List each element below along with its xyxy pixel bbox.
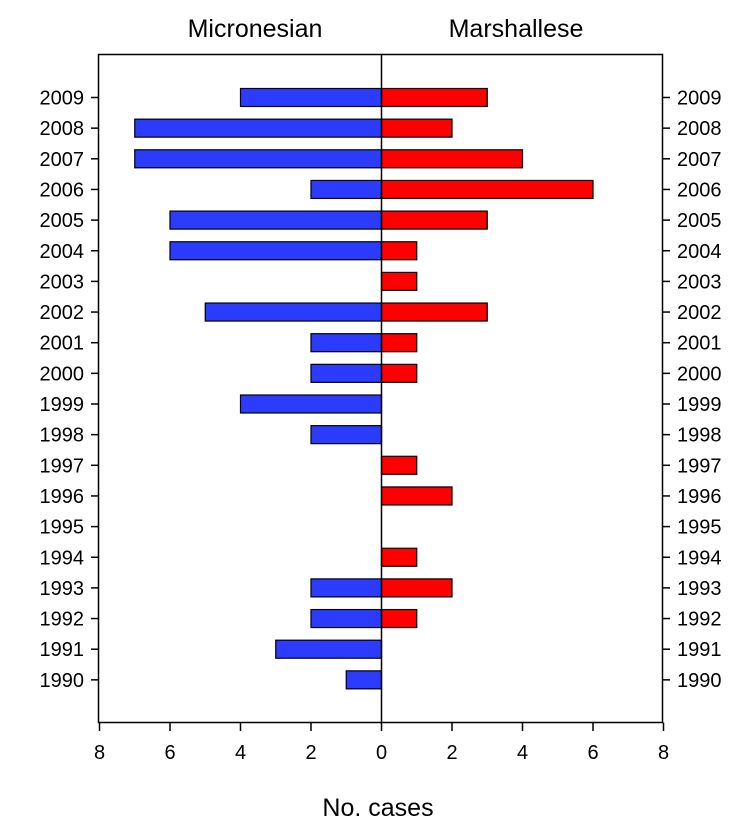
x-axis-title: No. cases [322, 794, 433, 822]
bar-marshallese-2009 [380, 87, 488, 108]
year-label-left: 2000 [40, 363, 85, 385]
bar-micronesian-2007 [134, 149, 383, 169]
year-label-left: 2005 [40, 210, 85, 232]
x-tick-label: 8 [94, 742, 105, 764]
bar-marshallese-2004 [380, 241, 418, 261]
plot-frame [97, 53, 664, 724]
bar-marshallese-2002 [380, 302, 488, 322]
x-tick-label: 8 [658, 742, 669, 764]
year-label-left: 1995 [40, 517, 85, 539]
right-group-title: Marshallese [449, 15, 584, 43]
year-label-left: 2002 [40, 302, 85, 324]
right-year-labels: 2009 2008 2007 2006 2005 2004 2003 2002 2001 2000… [662, 88, 722, 692]
bar-marshallese-2003 [380, 271, 418, 291]
year-label-left: 1991 [40, 639, 85, 661]
bar-marshallese-1992 [380, 608, 418, 629]
year-label-left: 2009 [40, 88, 85, 110]
year-label-right: 2008 [677, 118, 722, 140]
bar-micronesian-1993 [310, 578, 383, 598]
bar-marshallese-2007 [380, 149, 524, 169]
year-label-right: 1998 [677, 425, 722, 447]
year-label-left: 2008 [40, 118, 85, 140]
bar-marshallese-2005 [380, 210, 488, 230]
year-label-right: 1999 [677, 394, 722, 416]
year-label-right: 2006 [677, 179, 722, 201]
bar-marshallese-2000 [380, 363, 418, 383]
year-label-left: 1996 [40, 486, 85, 508]
bar-micronesian-2001 [310, 333, 383, 353]
year-label-right: 2001 [677, 333, 722, 355]
bar-micronesian-2009 [239, 87, 383, 108]
bar-micronesian-2000 [310, 363, 383, 383]
bar-marshallese-1997 [380, 455, 418, 475]
year-label-right: 1991 [677, 639, 722, 661]
year-label-right: 2007 [677, 149, 722, 171]
bar-micronesian-2002 [204, 302, 383, 322]
year-label-left: 1990 [40, 670, 85, 692]
bar-micronesian-2006 [310, 179, 383, 200]
year-label-right: 2005 [677, 210, 722, 232]
bar-marshallese-2001 [380, 333, 418, 353]
bar-micronesian-1991 [275, 639, 383, 659]
year-label-left: 1992 [40, 609, 85, 631]
bar-micronesian-2008 [134, 118, 383, 138]
year-label-left: 2006 [40, 179, 85, 201]
year-label-right: 2003 [677, 271, 722, 293]
bar-micronesian-2004 [169, 241, 383, 261]
year-label-right: 2004 [677, 241, 722, 263]
bar-marshallese-2008 [380, 118, 453, 138]
year-label-left: 1999 [40, 394, 85, 416]
bar-micronesian-1992 [310, 608, 383, 629]
left-group-title: Micronesian [188, 15, 323, 43]
year-label-right: 2009 [677, 88, 722, 110]
year-label-left: 1998 [40, 425, 85, 447]
x-axis: 8 6 4 2 0 2 4 6 8 [94, 722, 669, 764]
x-tick-label: 2 [305, 742, 316, 764]
x-tick-label: 0 [376, 742, 387, 764]
year-label-right: 1993 [677, 578, 722, 600]
bar-micronesian-1998 [310, 425, 383, 445]
plot-area-border [97, 53, 664, 724]
bar-marshallese-2006 [380, 179, 594, 200]
bar-micronesian-1999 [239, 394, 383, 414]
year-label-right: 1992 [677, 609, 722, 631]
year-label-right: 2000 [677, 363, 722, 385]
year-label-left: 1994 [40, 547, 85, 569]
year-label-right: 1997 [677, 455, 722, 477]
x-tick-label: 2 [446, 742, 457, 764]
x-tick-label: 4 [235, 742, 246, 764]
year-label-left: 2003 [40, 271, 85, 293]
bar-marshallese-1996 [380, 486, 453, 506]
year-label-left: 2007 [40, 149, 85, 171]
year-label-left: 2004 [40, 241, 85, 263]
x-tick-label: 6 [587, 742, 598, 764]
year-label-right: 1996 [677, 486, 722, 508]
year-label-right: 1990 [677, 670, 722, 692]
left-year-labels: 2009 2008 2007 2006 2005 2004 2003 2002 2001 2000… [40, 88, 99, 692]
bar-micronesian-2005 [169, 210, 383, 230]
bars-group [134, 87, 594, 690]
year-label-right: 1994 [677, 547, 722, 569]
x-tick-label: 6 [164, 742, 175, 764]
bar-micronesian-1990 [345, 670, 383, 690]
year-label-left: 1997 [40, 455, 85, 477]
bar-marshallese-1993 [380, 578, 453, 598]
bar-marshallese-1994 [380, 547, 418, 567]
x-tick-label: 4 [517, 742, 528, 764]
year-label-left: 2001 [40, 333, 85, 355]
year-label-right: 2002 [677, 302, 722, 324]
year-label-right: 1995 [677, 517, 722, 539]
year-label-left: 1993 [40, 578, 85, 600]
